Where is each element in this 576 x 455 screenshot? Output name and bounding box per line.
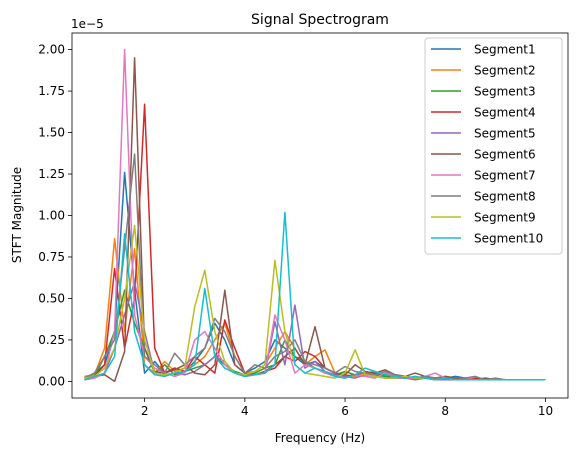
legend: Segment1 Segment2 Segment3 Segment4 Segment5… bbox=[425, 38, 562, 254]
legend-label: Segment5 bbox=[474, 127, 536, 141]
legend-label: Segment9 bbox=[474, 211, 536, 225]
x-tick-label: 2 bbox=[141, 404, 149, 418]
x-axis-label: Frequency (Hz) bbox=[275, 431, 366, 445]
legend-label: Segment2 bbox=[474, 64, 536, 78]
x-tick-label: 6 bbox=[341, 404, 349, 418]
y-tick-label: 1.75 bbox=[38, 84, 65, 98]
legend-label: Segment3 bbox=[474, 85, 536, 99]
legend-label: Segment10 bbox=[474, 232, 543, 246]
legend-label: Segment6 bbox=[474, 148, 536, 162]
legend-label: Segment8 bbox=[474, 190, 536, 204]
x-tick-label: 10 bbox=[538, 404, 553, 418]
y-tick-label: 1.50 bbox=[38, 126, 65, 140]
y-axis-label: STFT Magnitude bbox=[10, 167, 24, 263]
chart-title: Signal Spectrogram bbox=[251, 12, 389, 28]
legend-label: Segment1 bbox=[474, 43, 536, 57]
y-tick-label: 1.00 bbox=[38, 209, 65, 223]
legend-label: Segment4 bbox=[474, 106, 536, 120]
y-tick-label: 0.00 bbox=[38, 374, 65, 388]
y-tick-label: 0.75 bbox=[38, 250, 65, 264]
y-tick-label: 1.25 bbox=[38, 167, 65, 181]
y-tick-label: 2.00 bbox=[38, 43, 65, 57]
x-tick-label: 4 bbox=[241, 404, 249, 418]
y-axis-offset-label: 1e−5 bbox=[71, 17, 104, 31]
y-tick-label: 0.50 bbox=[38, 291, 65, 305]
legend-label: Segment7 bbox=[474, 169, 536, 183]
x-tick-label: 8 bbox=[441, 404, 449, 418]
y-tick-label: 0.25 bbox=[38, 333, 65, 347]
